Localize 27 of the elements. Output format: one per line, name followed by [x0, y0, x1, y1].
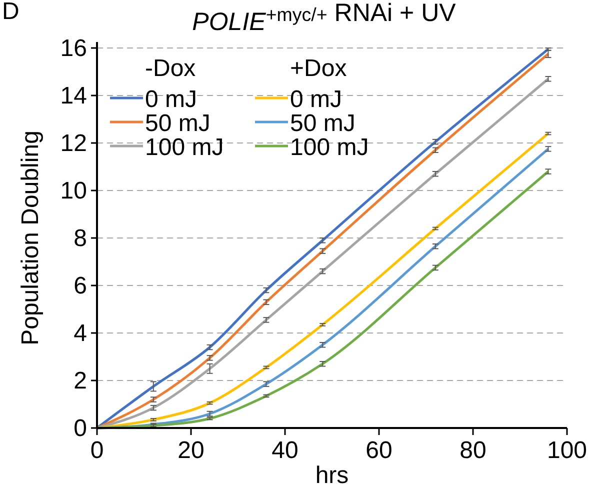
- x-tick-label: 80: [460, 437, 486, 464]
- y-tick-label: 8: [74, 225, 87, 252]
- legend-label: 100 mJ: [145, 134, 224, 161]
- annotation: -Dox: [145, 55, 196, 82]
- y-tick-label: 2: [74, 368, 87, 394]
- x-tick-label: 40: [272, 437, 298, 464]
- y-tick-label: 10: [60, 178, 87, 204]
- x-tick-label: 100: [546, 437, 588, 464]
- x-tick-label: 0: [90, 437, 104, 464]
- text: D: [2, 0, 20, 25]
- legend-label: 100 mJ: [290, 134, 369, 161]
- legend-label: 50 mJ: [145, 110, 210, 137]
- y-tick-label: 12: [60, 130, 87, 157]
- y-tick-label: 4: [74, 320, 87, 347]
- x-tick-label: 60: [366, 437, 392, 464]
- annotation: +Dox: [290, 55, 347, 82]
- y-tick-label: 14: [60, 82, 87, 110]
- legend-label: 0 mJ: [290, 86, 342, 113]
- y-tick-label: 0: [74, 415, 87, 442]
- y-tick-label: 16: [60, 35, 87, 62]
- x-axis-title: hrs: [315, 462, 349, 489]
- legend-label: 50 mJ: [290, 110, 356, 137]
- x-tick-label: 20: [178, 437, 204, 464]
- y-axis-title: Population Doubling: [17, 130, 44, 346]
- chart-title: POLIE$^{+myc/+}$ RNAi + UV: [192, 0, 456, 36]
- y-tick-label: 6: [74, 272, 87, 300]
- legend-label: 0 mJ: [145, 86, 198, 113]
